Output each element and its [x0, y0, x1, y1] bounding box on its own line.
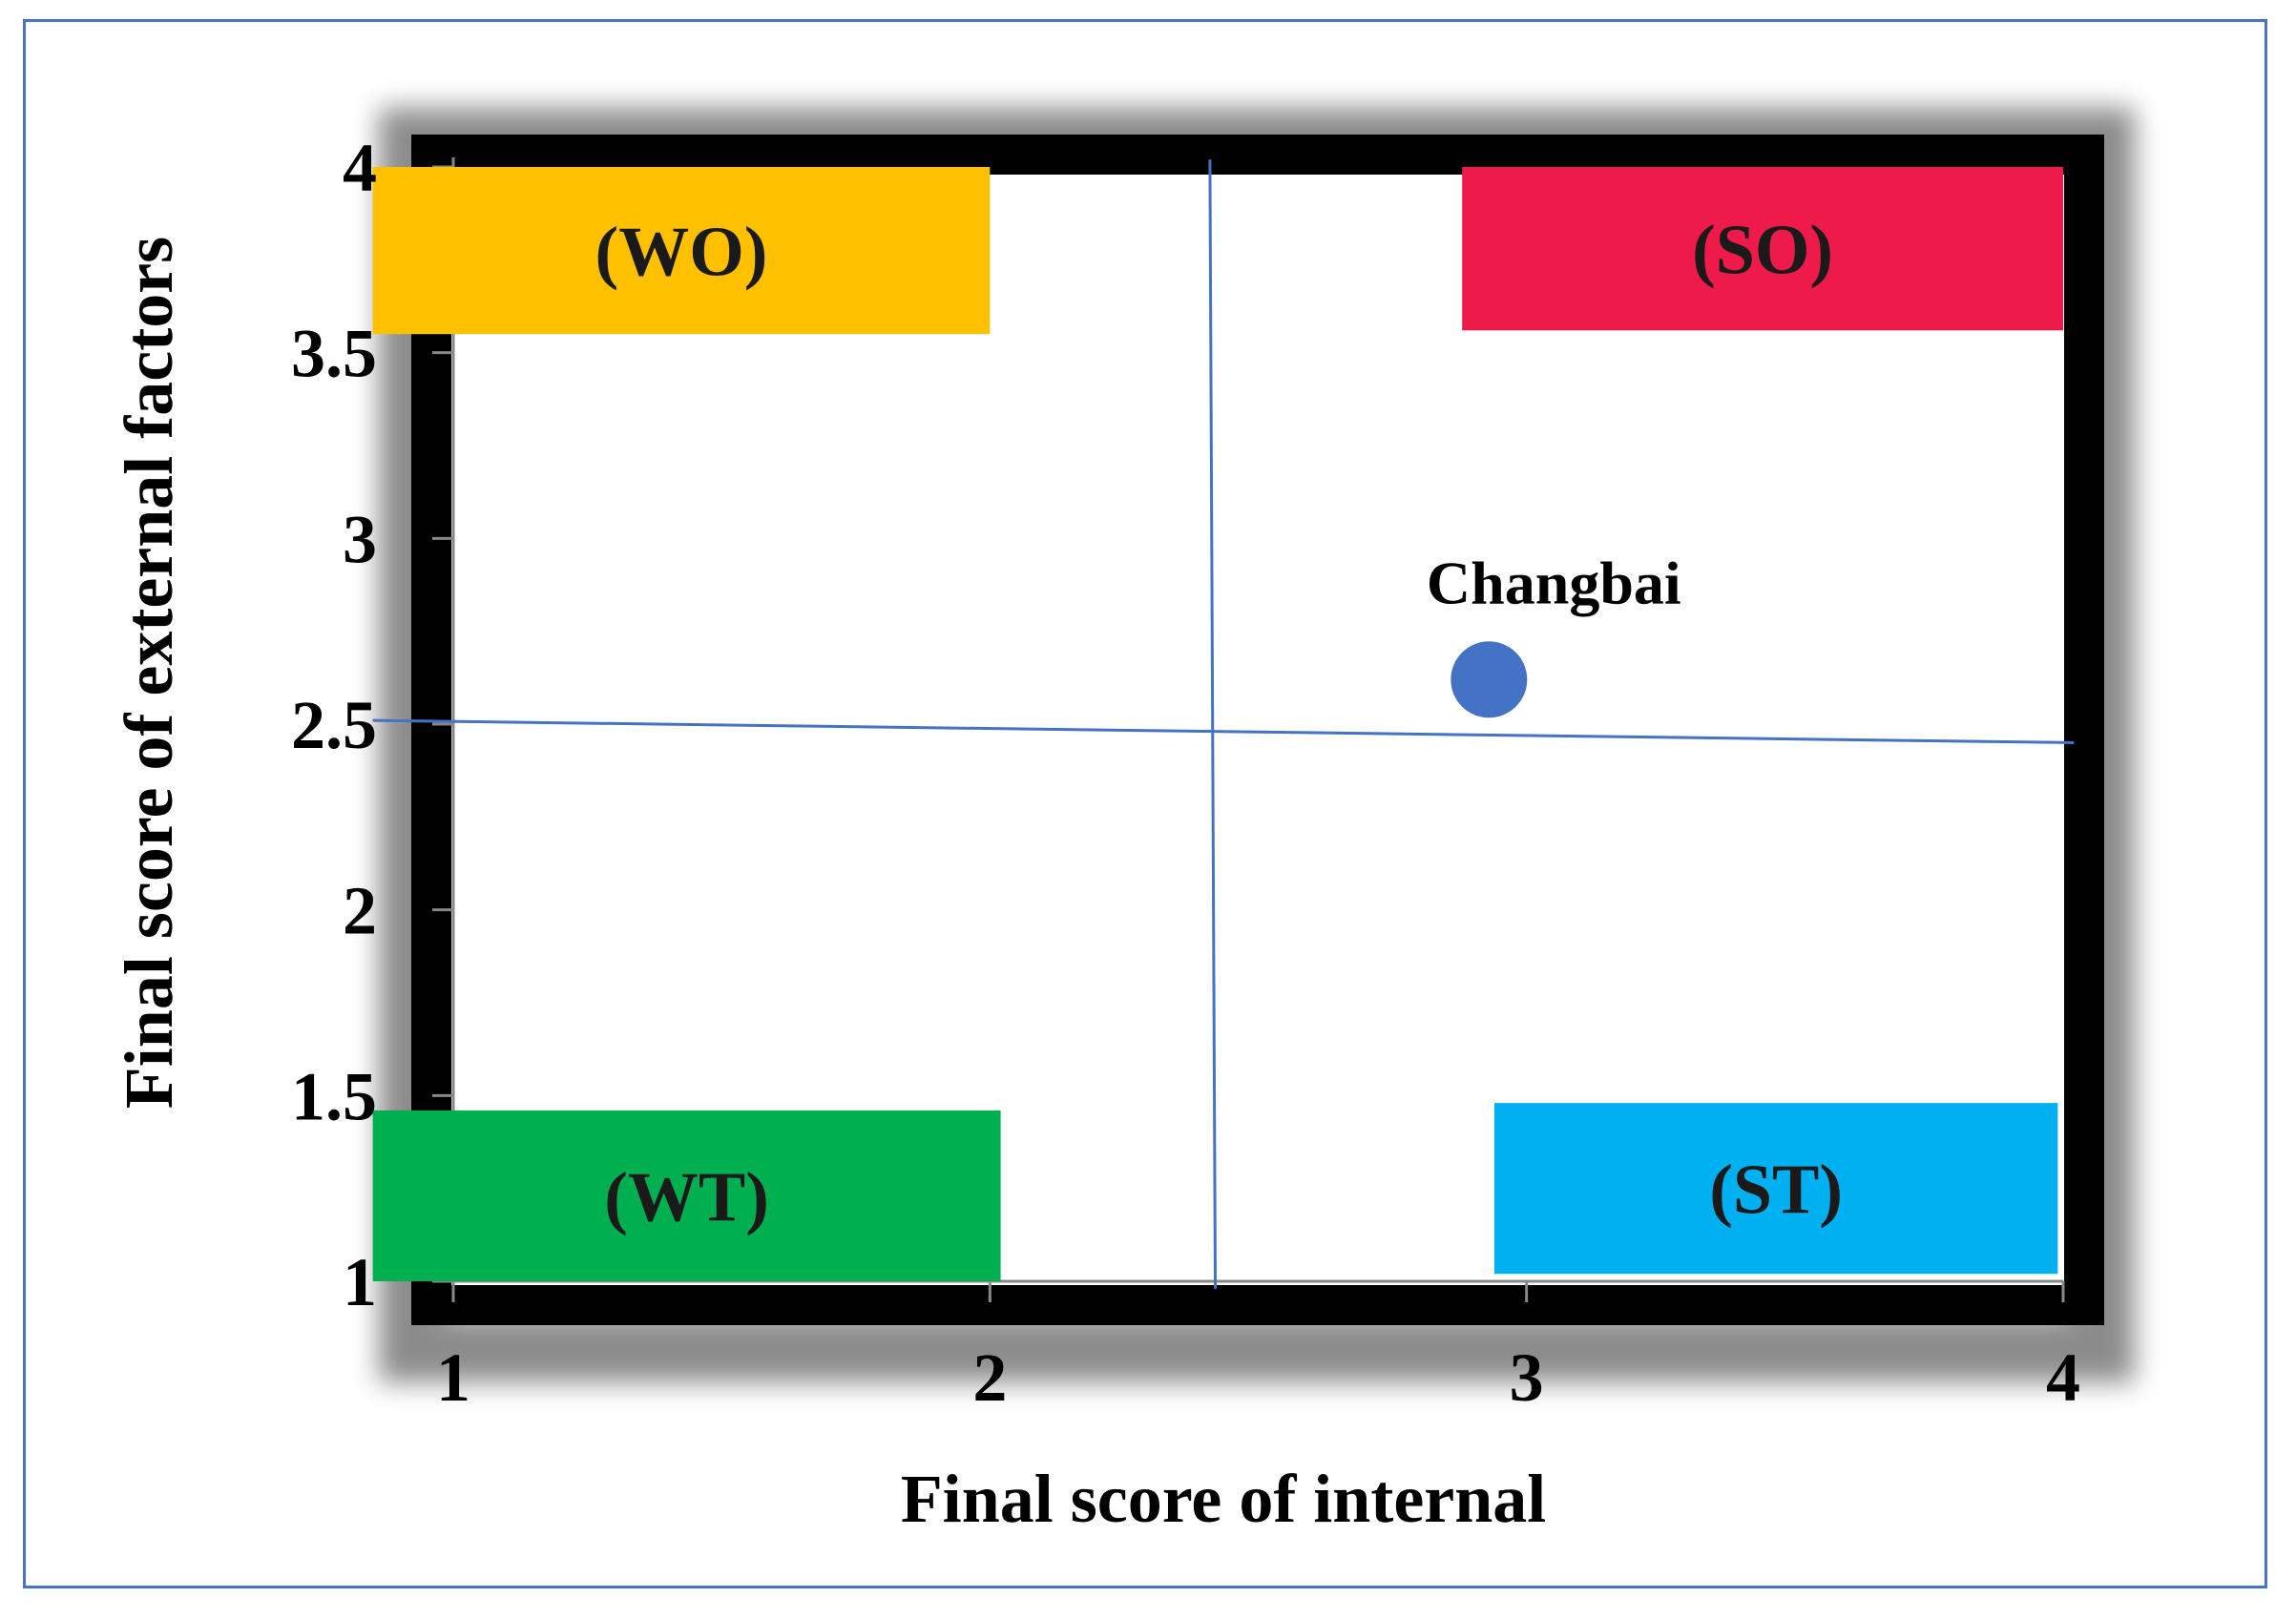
y-tick-label: 1.5: [291, 1058, 377, 1134]
data-point-marker: [1451, 641, 1528, 718]
x-tick-label: 4: [2046, 1339, 2080, 1416]
quadrant-dividers: [372, 159, 2075, 1289]
y-tick-labels: 1 1.5 2 2.5 3 3.5 4: [291, 130, 377, 1320]
quadrant-boxes: (WO) (SO) (WT) (ST): [372, 167, 2063, 1281]
x-tick-label: 3: [1510, 1339, 1544, 1416]
plot-area: [451, 175, 2064, 1285]
quadrant-label-so: (SO): [1692, 212, 1833, 290]
y-tick-label: 3: [343, 501, 377, 577]
x-tick-labels: 1 2 3 4: [436, 1339, 2080, 1416]
data-points: Changbai: [1427, 549, 1681, 718]
quadrant-label-wt: (WT): [604, 1158, 769, 1236]
quadrant-box-wt: [372, 1110, 1001, 1281]
quadrant-divider-line: [372, 718, 2075, 744]
x-tick-label: 1: [436, 1339, 470, 1416]
y-tick-label: 3.5: [291, 316, 377, 392]
x-axis-title: Final score of internal: [901, 1461, 1547, 1537]
quadrant-box-wo: [372, 167, 991, 335]
y-axis-title: Final score of external factors: [111, 237, 187, 1109]
plot-frame: [411, 135, 2104, 1325]
y-tick-label: 1: [343, 1244, 377, 1320]
figure-border: [23, 19, 2267, 1588]
quadrant-label-st: (ST): [1709, 1152, 1843, 1230]
y-tick-label: 2.5: [291, 687, 377, 763]
quadrant-box-st: [1493, 1103, 2058, 1275]
quadrant-label-wo: (WO): [595, 214, 768, 292]
quadrant-divider-line: [1208, 159, 1218, 1289]
y-tick-label: 2: [343, 873, 377, 949]
data-point-label: Changbai: [1427, 549, 1681, 616]
y-tick-label: 4: [343, 130, 377, 206]
quadrant-box-so: [1462, 167, 2063, 331]
x-tick-label: 2: [972, 1339, 1007, 1416]
